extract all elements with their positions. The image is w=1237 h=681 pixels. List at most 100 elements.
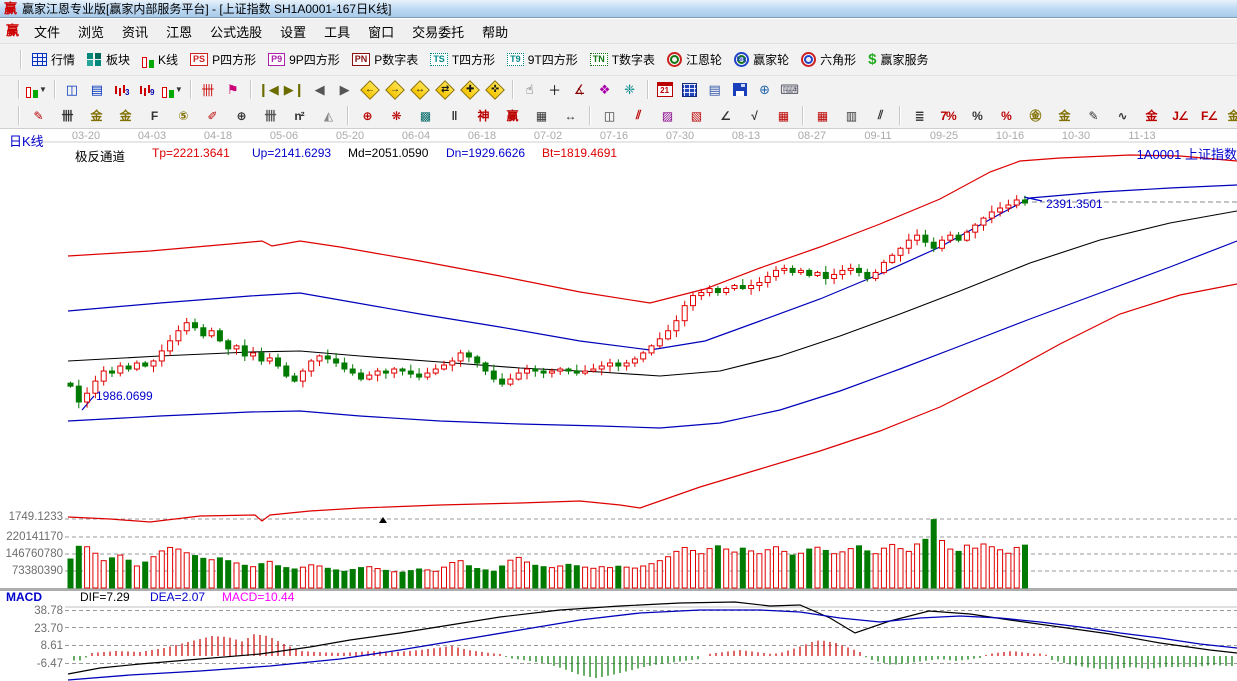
quotes-button[interactable]: 行情 <box>27 49 80 70</box>
winner-service-button[interactable]: $ 赢家服务 <box>863 49 933 70</box>
menu-item-3[interactable]: 江恩 <box>166 24 193 40</box>
menu-item-5[interactable]: 设置 <box>280 24 307 40</box>
angle-line-icon-glyph: ∠ <box>720 108 731 123</box>
step-forward-button[interactable]: ▶ <box>333 79 357 100</box>
bars-9-button[interactable]: 9 <box>135 79 159 100</box>
nine-p-square-button[interactable]: P9 9P四方形 <box>263 49 345 70</box>
fan-red-button[interactable]: ▧ <box>682 106 710 126</box>
hist-scale-button[interactable]: ≣ <box>905 106 933 126</box>
p-number-table-button[interactable]: PN P数字表 <box>347 49 424 70</box>
gold-angle-button[interactable]: 金∠ <box>1224 106 1237 126</box>
percent-line-button[interactable]: % <box>992 106 1020 126</box>
fan-purple-button[interactable]: ▨ <box>653 106 681 126</box>
winner-wheel-button[interactable]: Big 赢家轮 <box>729 49 794 70</box>
skip-last-button[interactable]: ▶❙ <box>282 79 307 100</box>
expand-h-button[interactable]: ↔ <box>408 79 432 100</box>
h-arrows-button[interactable]: ↔ <box>556 106 584 126</box>
red-pattern-button[interactable]: 卌 <box>196 79 220 100</box>
gold-level-button[interactable]: 金 <box>1050 106 1078 126</box>
grid-dark-button[interactable]: ▥ <box>837 106 865 126</box>
box-tool-button[interactable]: ◫ <box>595 106 623 126</box>
menu-item-0[interactable]: 文件 <box>34 24 61 40</box>
circle-cross-button[interactable]: ⊕ <box>353 106 381 126</box>
menu-item-7[interactable]: 窗口 <box>368 24 395 40</box>
nine-t-square-button[interactable]: T9 9T四方形 <box>502 49 583 70</box>
pencil-v-button[interactable]: ✎ <box>1079 106 1107 126</box>
seven-percent-button[interactable]: 7% <box>934 106 962 126</box>
skip-first-button[interactable]: ❙◀ <box>256 79 281 100</box>
step-back-button[interactable]: ◀ <box>308 79 332 100</box>
gold-circle-button[interactable]: ㊎ <box>1021 106 1049 126</box>
kline-button[interactable]: K线 <box>137 49 183 70</box>
menu-item-8[interactable]: 交易委托 <box>412 24 465 40</box>
spiral-5-button[interactable]: ⑤ <box>169 106 197 126</box>
calendar-button[interactable]: 21 <box>653 79 677 100</box>
hash-lines-button[interactable]: 卌 <box>256 106 284 126</box>
grid-123-button[interactable]: ▦ <box>527 106 555 126</box>
gold-lines-button[interactable]: 金 <box>82 106 110 126</box>
double-bar-button[interactable]: ǁ <box>440 106 468 126</box>
macd-title[interactable]: MACD <box>6 590 42 604</box>
calculator-button[interactable] <box>678 79 702 100</box>
pan-hand-button[interactable]: ☝ <box>518 79 542 100</box>
gann-wheel-button[interactable]: 江恩轮 <box>662 49 727 70</box>
t-number-table-button[interactable]: TN T数字表 <box>585 49 660 70</box>
gold-under-icon-glyph: 金 <box>1145 109 1157 123</box>
teal-pattern-button[interactable]: ❈ <box>618 79 642 100</box>
period-label[interactable]: 日K线 <box>9 134 44 149</box>
candle-thin-dropdown[interactable]: ▼ <box>160 79 185 100</box>
circle-lines-button[interactable]: ⊕ <box>227 106 255 126</box>
ying-grid-button[interactable]: 赢 <box>498 106 526 126</box>
compress-all-button[interactable]: ✜ <box>483 79 507 100</box>
bars-3-button[interactable]: 3 <box>110 79 134 100</box>
menu-item-6[interactable]: 工具 <box>324 24 351 40</box>
parallel-button[interactable]: ⫽ <box>866 106 894 126</box>
menu-item-9[interactable]: 帮助 <box>482 24 509 40</box>
sectors-button[interactable]: 板块 <box>82 49 135 70</box>
hexagon-button[interactable]: 六角形 <box>796 49 861 70</box>
kline-chart-canvas[interactable] <box>0 128 1237 681</box>
shift-left-button[interactable]: ← <box>358 79 382 100</box>
expand-all-button[interactable]: ✚ <box>458 79 482 100</box>
shen-grid-button[interactable]: 神 <box>469 106 497 126</box>
formula-window-button[interactable]: ◫ <box>60 79 84 100</box>
gold-under-button[interactable]: 金 <box>1137 106 1165 126</box>
purple-tool-button[interactable]: ❖ <box>593 79 617 100</box>
j-angle-button[interactable]: J∠ <box>1166 106 1194 126</box>
info-list-button[interactable]: ▤ <box>85 79 109 100</box>
angle-measure-button[interactable]: ∡ <box>568 79 592 100</box>
crosshair-button[interactable]: ＋ <box>543 79 567 100</box>
web-square-button[interactable]: ▩ <box>411 106 439 126</box>
color-flag-button[interactable]: ⚑ <box>221 79 245 100</box>
compress-h-button[interactable]: ⇄ <box>433 79 457 100</box>
grid-red2-button[interactable]: ▦ <box>808 106 836 126</box>
percent-button[interactable]: % <box>963 106 991 126</box>
f-angle-button[interactable]: F∠ <box>1195 106 1223 126</box>
gold-lines2-button[interactable]: 金 <box>111 106 139 126</box>
menu-item-2[interactable]: 资讯 <box>122 24 149 40</box>
shift-right-button[interactable]: → <box>383 79 407 100</box>
network-button[interactable]: ⊕ <box>753 79 777 100</box>
t-square-button[interactable]: TS T四方形 <box>425 49 500 70</box>
candle-style-dropdown[interactable]: ▼ <box>24 79 49 100</box>
menu-item-1[interactable]: 浏览 <box>78 24 105 40</box>
indicator-name[interactable]: 极反通道 <box>75 150 126 164</box>
workstation-button[interactable]: ⌨ <box>778 79 802 100</box>
pencil-rule-button[interactable]: ✐ <box>198 106 226 126</box>
pencil-compass-button[interactable]: ✎ <box>24 106 52 126</box>
spider-web-button[interactable]: ❋ <box>382 106 410 126</box>
notes-button[interactable]: ▤ <box>703 79 727 100</box>
n-squared-button[interactable]: n² <box>285 106 313 126</box>
grid-red-button[interactable]: ▦ <box>769 106 797 126</box>
f-lines-button[interactable]: F <box>140 106 168 126</box>
menu-item-4[interactable]: 公式选股 <box>210 24 263 40</box>
ruler-lines-button[interactable]: 卌 <box>53 106 81 126</box>
rays-button[interactable]: ⫽ <box>624 106 652 126</box>
angle-line-button[interactable]: ∠ <box>711 106 739 126</box>
angle-a-button[interactable]: ◭ <box>314 106 342 126</box>
symbol-label[interactable]: 1A0001 上证指数 <box>1136 147 1237 162</box>
p-square-button[interactable]: PS P四方形 <box>185 49 261 70</box>
a-wave-button[interactable]: ∿ <box>1108 106 1136 126</box>
wave-check-button[interactable]: √ <box>740 106 768 126</box>
save-button[interactable] <box>728 79 752 100</box>
